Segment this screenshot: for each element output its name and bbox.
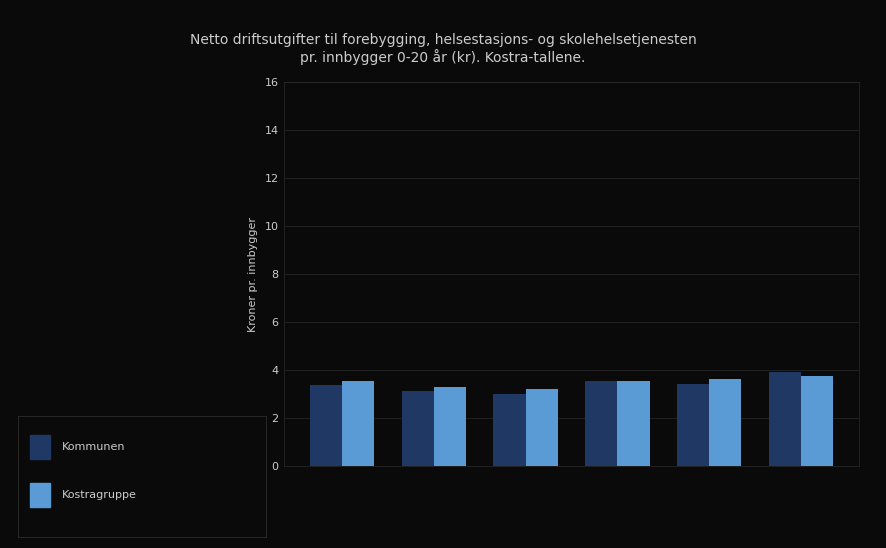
Bar (30, 483, 50, 507)
Bar (310, 385, 342, 466)
Text: Kommunen: Kommunen (62, 442, 126, 452)
Bar (618, 381, 649, 466)
Bar (494, 394, 525, 466)
Bar (710, 379, 742, 466)
Bar (433, 387, 466, 466)
Bar (677, 384, 710, 466)
Bar (801, 376, 833, 466)
Text: Kostragruppe: Kostragruppe (62, 490, 137, 500)
Bar (342, 381, 374, 466)
Bar (401, 391, 433, 466)
Bar (769, 372, 801, 466)
Bar (30, 435, 50, 459)
Bar (525, 389, 557, 466)
Y-axis label: Kroner pr. innbygger: Kroner pr. innbygger (247, 216, 258, 332)
Text: Netto driftsutgifter til forebygging, helsestasjons- og skolehelsetjenesten
pr. : Netto driftsutgifter til forebygging, he… (190, 33, 696, 65)
Bar (586, 381, 618, 466)
